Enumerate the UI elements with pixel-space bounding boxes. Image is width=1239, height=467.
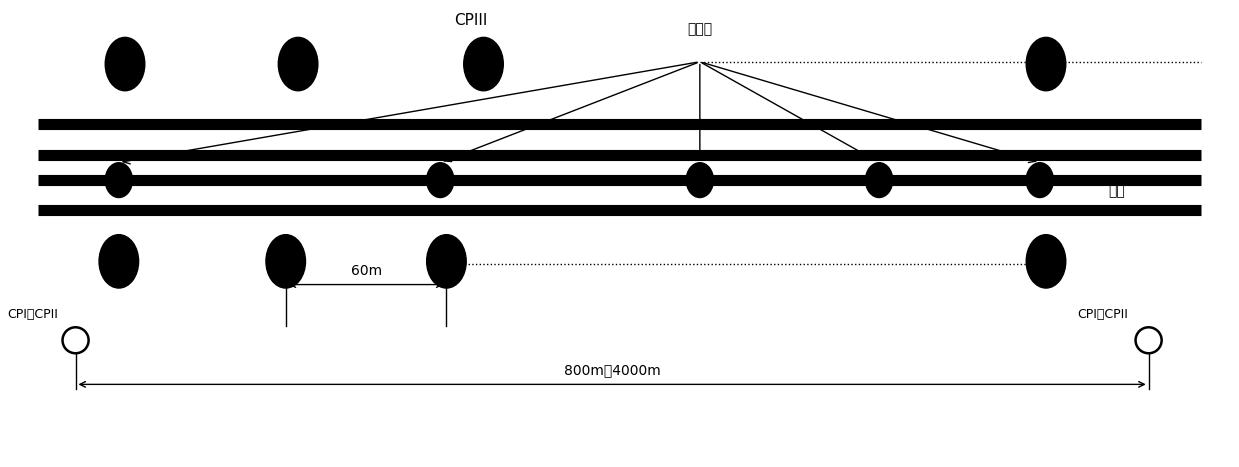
Ellipse shape xyxy=(463,37,503,91)
Ellipse shape xyxy=(866,163,893,198)
Text: CPI或CPII: CPI或CPII xyxy=(1077,308,1127,321)
Text: 60m: 60m xyxy=(351,263,382,277)
Text: 铁轨: 铁轨 xyxy=(1108,184,1125,198)
Text: CPIII: CPIII xyxy=(455,13,488,28)
Ellipse shape xyxy=(105,163,133,198)
Ellipse shape xyxy=(99,234,139,288)
Ellipse shape xyxy=(1026,163,1053,198)
Ellipse shape xyxy=(266,234,306,288)
Ellipse shape xyxy=(426,234,466,288)
Text: CPI或CPII: CPI或CPII xyxy=(7,308,58,321)
Ellipse shape xyxy=(279,37,318,91)
Text: 800m，4000m: 800m，4000m xyxy=(564,363,660,377)
Ellipse shape xyxy=(1026,37,1066,91)
Ellipse shape xyxy=(426,163,453,198)
Ellipse shape xyxy=(105,37,145,91)
Text: 参考点: 参考点 xyxy=(688,22,712,36)
Ellipse shape xyxy=(686,163,714,198)
Ellipse shape xyxy=(1026,234,1066,288)
